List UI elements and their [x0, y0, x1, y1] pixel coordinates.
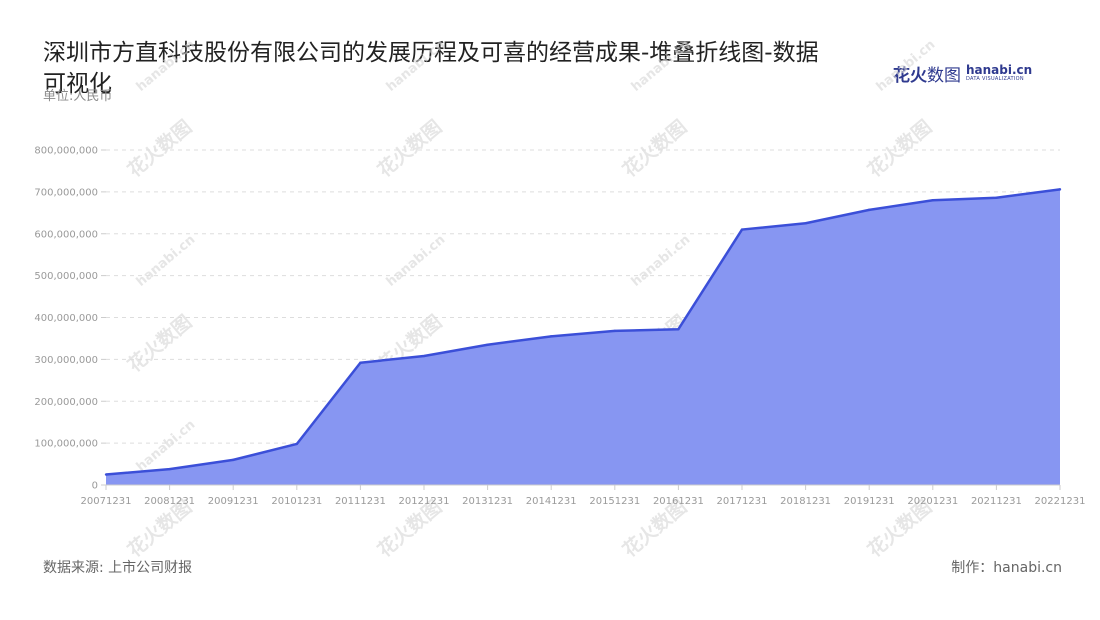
data-point — [232, 458, 235, 462]
data-point — [1058, 188, 1062, 191]
watermark-text-cn: 花火数图 — [863, 115, 936, 181]
data-point — [868, 208, 871, 212]
x-tick-label: 20211231 — [971, 496, 1022, 507]
x-tick-label: 20171231 — [717, 496, 768, 507]
y-tick-label: 100,000,000 — [34, 439, 98, 450]
logo-cn: 花火数图 — [893, 61, 961, 86]
y-tick-label: 700,000,000 — [34, 187, 98, 198]
watermark-text-en: hanabi.cn — [134, 232, 199, 290]
watermark: 花火数图 hanabi.cn — [863, 37, 939, 181]
watermark-text-cn: 花火数图 — [123, 115, 196, 181]
watermark-text-cn: 花火数图 — [123, 310, 196, 376]
y-tick-label: 200,000,000 — [34, 397, 98, 408]
series-line — [105, 188, 1061, 476]
watermark-text-en: hanabi.cn — [874, 37, 939, 95]
x-tick-label: 20121231 — [399, 496, 450, 507]
watermark: 花火数图 hanabi.cn — [618, 37, 694, 181]
data-point — [677, 328, 680, 331]
x-tick-label: 20181231 — [780, 496, 831, 507]
data-source: 数据来源: 上市公司财报 — [43, 560, 193, 576]
watermark-text-en: hanabi.cn — [384, 37, 449, 95]
y-tick-label: 800,000,000 — [34, 146, 98, 157]
watermark: 花火数图 hanabi.cn — [123, 37, 199, 181]
data-point — [104, 473, 108, 476]
unit-label: 单位:人民币 — [43, 89, 113, 104]
x-tick-label: 20081231 — [144, 496, 195, 507]
brand-logo: 花火数图 hanabi.cn DATA VISUALIZATION — [893, 60, 1032, 86]
y-tick-label: 400,000,000 — [34, 313, 98, 324]
data-point — [613, 329, 616, 333]
data-point — [168, 467, 171, 471]
credit-label: 制作：hanabi.cn — [951, 560, 1062, 576]
data-point — [804, 222, 807, 225]
data-point — [422, 354, 426, 358]
data-point — [931, 199, 934, 202]
watermark-text-en: hanabi.cn — [629, 232, 694, 290]
x-tick-label: 20071231 — [81, 496, 132, 507]
y-axis: 0 100,000,000 200,000,000 300,000,000 400,00… — [34, 146, 106, 492]
x-tick-label: 20221231 — [1035, 496, 1086, 507]
x-tick-label: 20151231 — [589, 496, 640, 507]
watermark-text-cn: 花火数图 — [373, 115, 446, 181]
x-axis: 20071231 20081231 20091231 20101231 20111231… — [81, 484, 1086, 507]
series-area — [106, 189, 1060, 486]
logo-cn-bold: 花火 — [893, 65, 927, 86]
y-tick-label: 500,000,000 — [34, 271, 98, 282]
x-tick-label: 20141231 — [526, 496, 577, 507]
logo-en-sub: DATA VISUALIZATION — [966, 76, 1024, 82]
watermark: 花火数图 hanabi.cn — [373, 37, 449, 181]
y-tick-label: 0 — [92, 481, 98, 492]
watermark-text-en: hanabi.cn — [629, 37, 694, 95]
logo-cn-light: 数图 — [927, 65, 961, 86]
data-point — [995, 196, 998, 199]
chart-title: 深圳市方直科技股份有限公司的发展历程及可喜的经营成果-堆叠折线图-数据可视化 — [43, 40, 819, 97]
x-tick-label: 20091231 — [208, 496, 259, 507]
watermark-text-cn: 花火数图 — [618, 115, 691, 181]
x-tick-label: 20201231 — [907, 496, 958, 507]
y-tick-label: 600,000,000 — [34, 229, 98, 240]
data-point — [359, 361, 362, 364]
x-tick-label: 20111231 — [335, 496, 386, 507]
watermark-text-en: hanabi.cn — [384, 232, 449, 290]
data-point — [486, 343, 489, 346]
data-point — [295, 442, 298, 446]
x-tick-label: 20101231 — [271, 496, 322, 507]
logo-en: hanabi.cn DATA VISUALIZATION — [966, 64, 1032, 82]
x-tick-label: 20131231 — [462, 496, 513, 507]
area-layer — [104, 188, 1062, 486]
y-tick-label: 300,000,000 — [34, 355, 98, 366]
logo-en-name: hanabi.cn — [966, 63, 1033, 77]
data-point — [740, 228, 744, 231]
watermark: 花火数图 hanabi.cn — [123, 232, 199, 376]
data-point — [550, 335, 553, 338]
x-tick-label: 20161231 — [653, 496, 704, 507]
watermark-text-en: hanabi.cn — [134, 37, 199, 95]
x-tick-label: 20191231 — [844, 496, 895, 507]
